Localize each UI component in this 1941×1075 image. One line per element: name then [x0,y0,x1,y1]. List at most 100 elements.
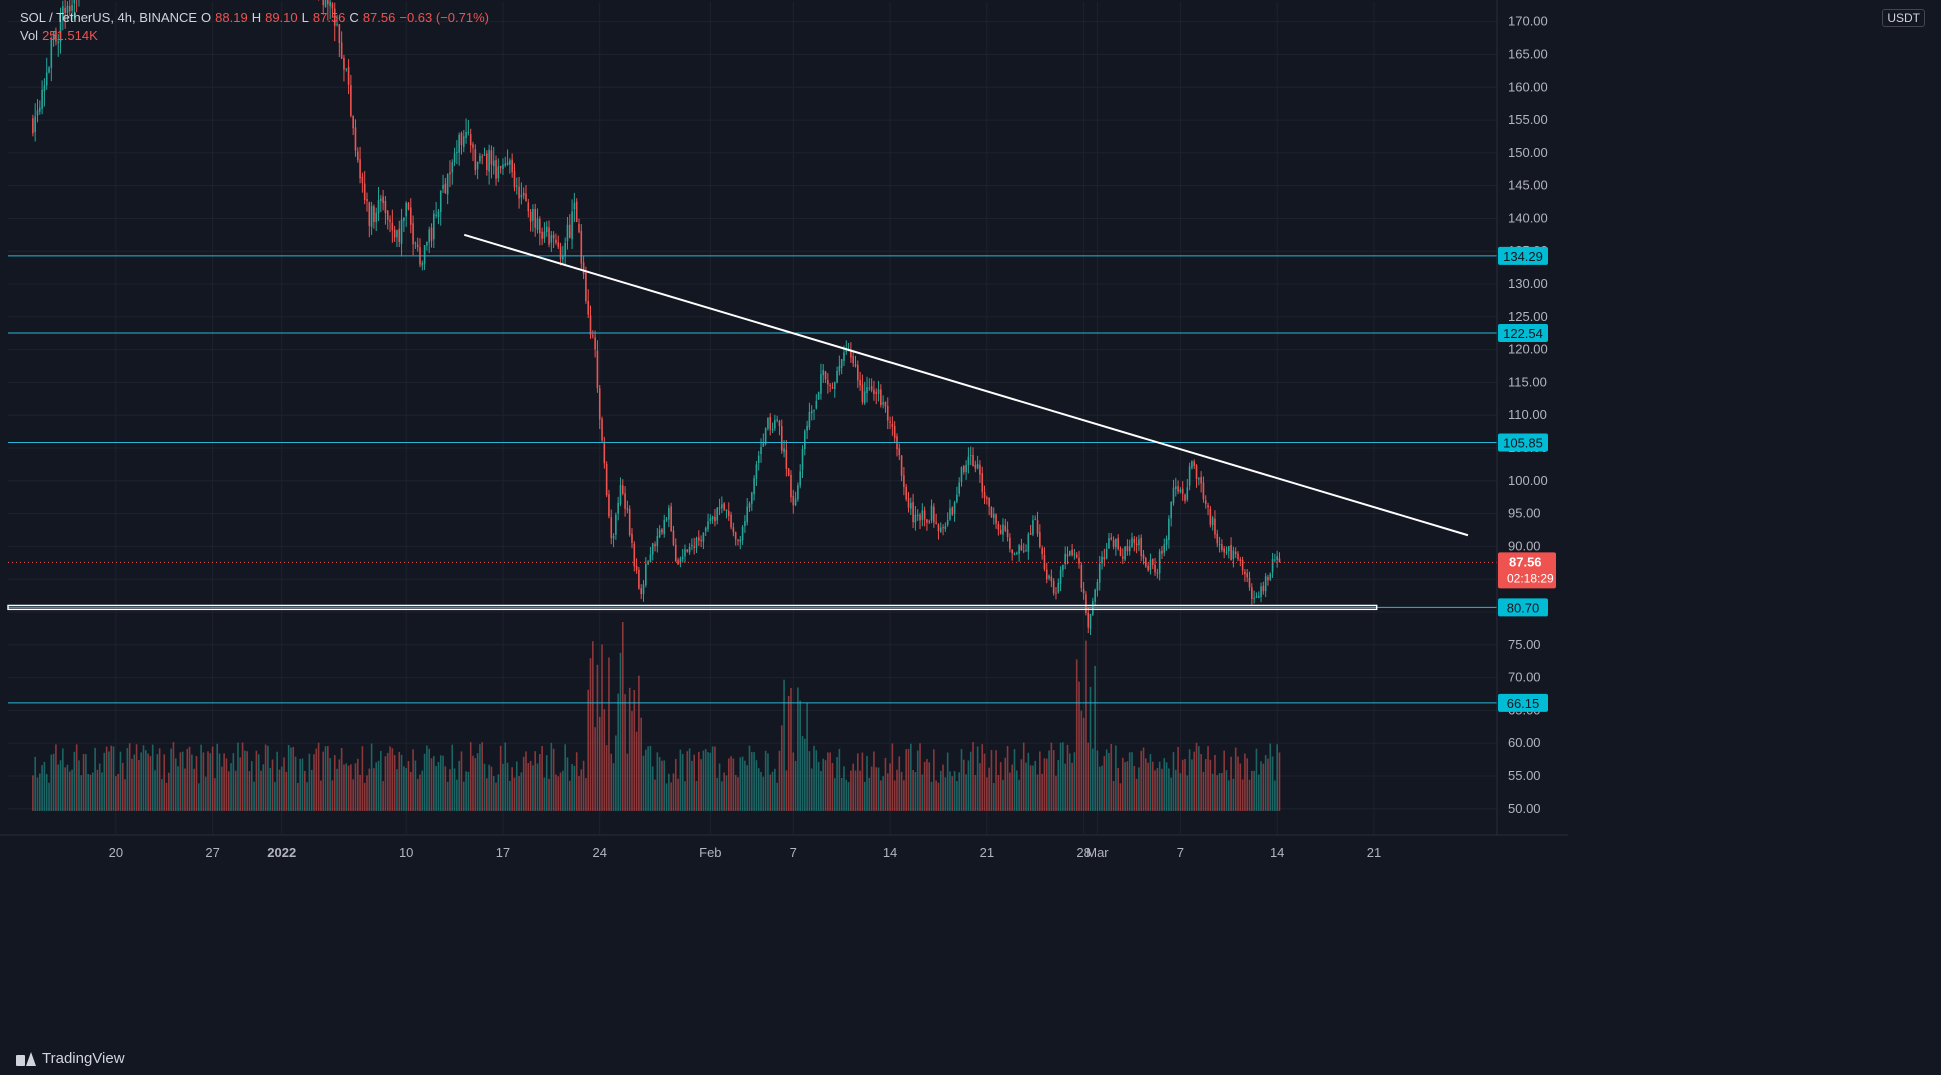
candle-body[interactable] [801,449,804,470]
candle-body[interactable] [845,349,848,352]
candle-body[interactable] [732,527,735,533]
candle-body[interactable] [430,227,433,241]
candle-body[interactable] [951,507,954,515]
candle-body[interactable] [55,30,57,42]
candle-body[interactable] [393,229,396,238]
candle-body[interactable] [944,526,947,530]
candle-body[interactable] [356,151,359,161]
symbol-title[interactable]: SOL / TetherUS, 4h, BINANCE [20,10,198,25]
candle-body[interactable] [580,230,583,264]
candle-body[interactable] [969,455,972,457]
candle-body[interactable] [1193,461,1196,466]
candle-body[interactable] [707,521,709,530]
candle-body[interactable] [327,0,329,5]
candle-body[interactable] [1260,586,1262,597]
candle-body[interactable] [608,494,610,517]
candle-body[interactable] [882,402,884,405]
candle-body[interactable] [587,300,590,315]
candle-body[interactable] [403,217,405,221]
candle-body[interactable] [617,502,619,514]
candle-body[interactable] [923,510,926,520]
candle-body[interactable] [1119,548,1122,556]
candle-body[interactable] [953,502,956,514]
candle-body[interactable] [748,503,751,508]
candle-body[interactable] [423,245,426,264]
currency-badge[interactable]: USDT [1882,9,1925,27]
candle-body[interactable] [1039,532,1041,547]
candle-body[interactable] [1022,550,1025,552]
candle-body[interactable] [621,485,624,494]
candle-body[interactable] [73,0,76,4]
candle-body[interactable] [787,468,790,476]
candle-body[interactable] [350,85,352,116]
candle-body[interactable] [1138,539,1140,546]
candle-body[interactable] [824,371,827,380]
candle-body[interactable] [785,449,788,469]
candle-body[interactable] [946,520,949,526]
candle-body[interactable] [760,447,762,455]
candle-body[interactable] [1043,554,1046,570]
candle-body[interactable] [1262,585,1265,592]
candle-body[interactable] [840,359,843,368]
candle-body[interactable] [1234,551,1237,554]
candle-body[interactable] [1142,554,1145,559]
candle-body[interactable] [412,223,414,245]
candle-body[interactable] [718,507,721,509]
candle-body[interactable] [997,523,1000,530]
candle-body[interactable] [1004,525,1007,531]
candle-body[interactable] [386,210,389,220]
candle-body[interactable] [483,154,486,156]
candle-body[interactable] [873,389,875,394]
candle-body[interactable] [711,516,714,520]
candle-body[interactable] [870,386,873,391]
candle-body[interactable] [41,89,43,109]
candle-body[interactable] [555,239,557,243]
candle-body[interactable] [582,262,585,275]
candle-body[interactable] [668,507,670,520]
candle-body[interactable] [910,502,912,509]
candle-body[interactable] [907,498,910,508]
candle-body[interactable] [361,176,364,184]
candle-body[interactable] [59,20,62,43]
candle-body[interactable] [1154,564,1156,573]
candle-body[interactable] [810,410,813,414]
candle-body[interactable] [340,42,343,59]
candle-body[interactable] [515,185,518,187]
candle-body[interactable] [914,514,917,523]
candle-body[interactable] [1110,537,1113,540]
candle-body[interactable] [492,160,495,167]
candle-body[interactable] [578,223,580,232]
candle-body[interactable] [723,503,725,510]
candle-body[interactable] [877,389,880,394]
candle-body[interactable] [48,67,50,73]
candle-body[interactable] [543,231,546,239]
candle-body[interactable] [421,263,424,266]
candle-body[interactable] [382,196,384,204]
candle-body[interactable] [409,207,412,225]
candle-body[interactable] [1052,580,1055,594]
candle-body[interactable] [343,57,345,70]
candle-body[interactable] [654,544,656,547]
candle-body[interactable] [727,510,730,516]
candle-body[interactable] [529,211,532,222]
candle-body[interactable] [1184,494,1186,501]
candle-body[interactable] [486,153,488,170]
candle-body[interactable] [347,67,350,85]
candle-body[interactable] [658,529,661,538]
candle-body[interactable] [1225,551,1228,553]
candle-body[interactable] [734,532,737,540]
candle-body[interactable] [575,201,578,222]
candle-body[interactable] [525,193,527,202]
candle-body[interactable] [1168,518,1170,541]
candle-body[interactable] [389,219,391,222]
candle-body[interactable] [1179,489,1182,492]
candle-body[interactable] [1251,587,1253,599]
candle-body[interactable] [333,8,336,26]
candle-body[interactable] [596,350,599,389]
candle-body[interactable] [1108,538,1110,549]
candle-body[interactable] [905,486,907,500]
candle-body[interactable] [566,224,569,241]
candle-body[interactable] [1098,563,1101,583]
candle-body[interactable] [66,5,69,13]
candle-body[interactable] [919,514,921,521]
